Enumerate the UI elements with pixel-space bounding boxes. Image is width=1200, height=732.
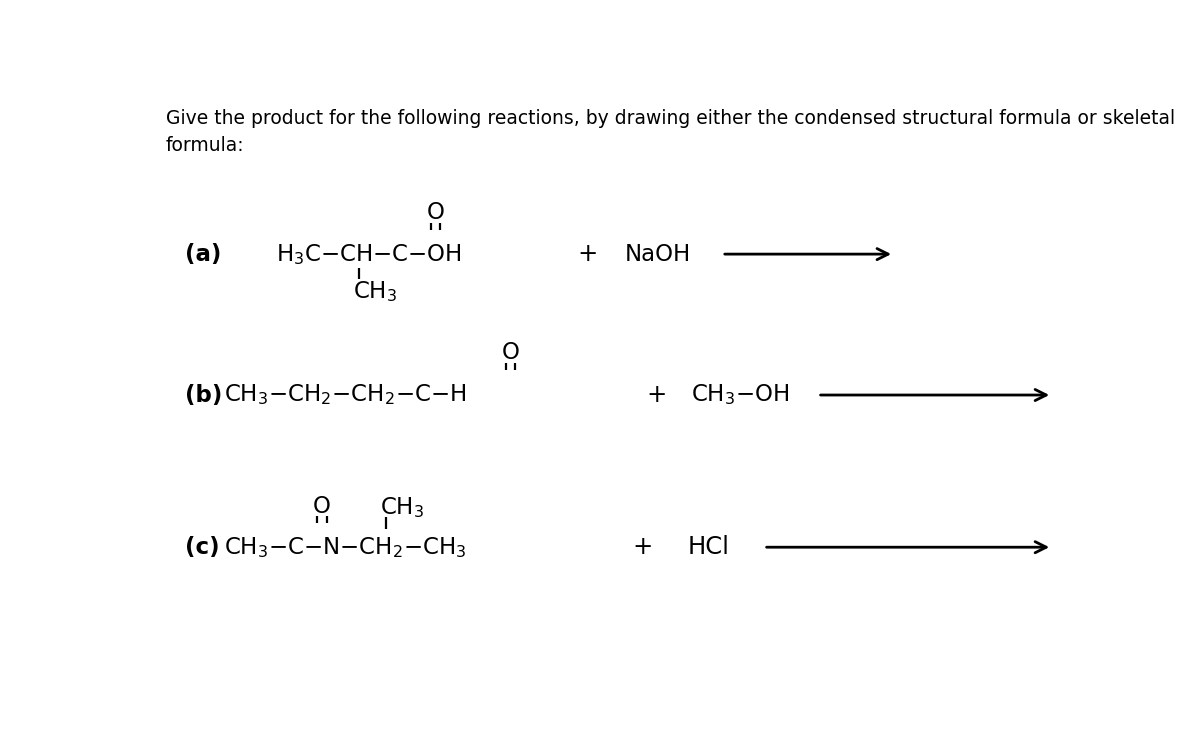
Text: +: +	[632, 535, 653, 559]
Text: (c): (c)	[185, 536, 220, 559]
Text: +: +	[647, 383, 667, 407]
Text: CH$_3$$-$C$-$N$-$CH$_2$$-$CH$_3$: CH$_3$$-$C$-$N$-$CH$_2$$-$CH$_3$	[224, 535, 467, 560]
Text: (a): (a)	[185, 242, 222, 266]
Text: O: O	[313, 495, 331, 518]
Text: O: O	[426, 201, 444, 225]
Text: HCl: HCl	[688, 535, 730, 559]
Text: +: +	[577, 242, 598, 266]
Text: O: O	[502, 341, 520, 365]
Text: (b): (b)	[185, 384, 223, 406]
Text: CH$_3$$-$CH$_2$$-$CH$_2$$-$C$-$H: CH$_3$$-$CH$_2$$-$CH$_2$$-$C$-$H	[224, 383, 467, 408]
Text: CH$_3$: CH$_3$	[379, 496, 424, 520]
Text: CH$_3$$-$OH: CH$_3$$-$OH	[691, 383, 790, 408]
Text: H$_3$C$-$CH$-$C$-$OH: H$_3$C$-$CH$-$C$-$OH	[276, 242, 462, 266]
Text: NaOH: NaOH	[624, 242, 690, 266]
Text: CH$_3$: CH$_3$	[353, 280, 397, 305]
Text: formula:: formula:	[166, 135, 245, 154]
Text: Give the product for the following reactions, by drawing either the condensed st: Give the product for the following react…	[166, 109, 1175, 128]
